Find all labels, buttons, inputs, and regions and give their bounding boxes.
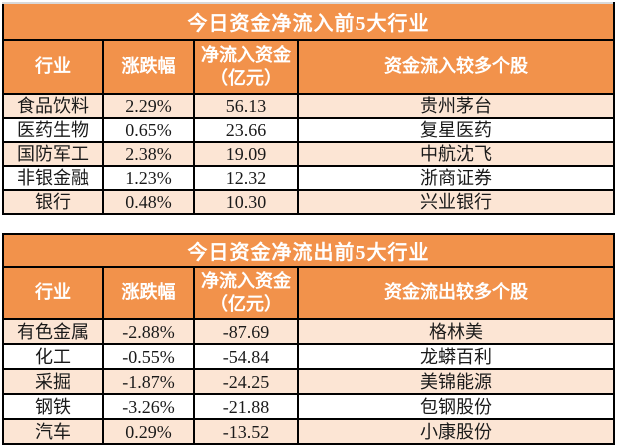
column-header-net-flow: 净流入资金 （亿元） — [193, 39, 299, 95]
stock-cell: 格林美 — [297, 318, 615, 345]
net-flow-cell: -54.84 — [193, 343, 299, 370]
net-flow-cell: 10.30 — [193, 189, 299, 215]
inflow-header-row: 行业 涨跌幅 净流入资金 （亿元） 资金流入较多个股 — [2, 39, 615, 95]
industry-cell: 非银金融 — [2, 165, 104, 191]
table-row: 采掘 -1.87% -24.25 美锦能源 — [2, 368, 615, 395]
net-flow-cell: -87.69 — [193, 318, 299, 345]
industry-cell: 有色金属 — [2, 318, 104, 345]
change-pct-cell: -0.55% — [102, 343, 195, 370]
table-row: 非银金融 1.23% 12.32 浙商证券 — [2, 165, 615, 191]
change-pct-cell: 0.48% — [102, 189, 195, 215]
change-pct-cell: 0.29% — [102, 418, 195, 445]
outflow-header-row: 行业 涨跌幅 净流入资金 （亿元） 资金流出较多个股 — [2, 266, 615, 320]
table-row: 钢铁 -3.26% -21.88 包钢股份 — [2, 393, 615, 420]
industry-cell: 化工 — [2, 343, 104, 370]
industry-cell: 银行 — [2, 189, 104, 215]
net-flow-cell: 23.66 — [193, 117, 299, 143]
net-flow-cell: -21.88 — [193, 393, 299, 420]
industry-cell: 汽车 — [2, 418, 104, 445]
stock-cell: 浙商证券 — [297, 165, 615, 191]
stock-cell: 包钢股份 — [297, 393, 615, 420]
column-header-top-stocks: 资金流入较多个股 — [297, 39, 615, 95]
stock-cell: 复星医药 — [297, 117, 615, 143]
column-header-industry: 行业 — [2, 39, 104, 95]
outflow-table-title: 今日资金净流出前5大行业 — [2, 233, 615, 268]
inflow-title-row: 今日资金净流入前5大行业 — [2, 2, 615, 41]
table-row: 有色金属 -2.88% -87.69 格林美 — [2, 318, 615, 345]
industry-cell: 采掘 — [2, 368, 104, 395]
table-row: 食品饮料 2.29% 56.13 贵州茅台 — [2, 93, 615, 119]
column-header-top-stocks: 资金流出较多个股 — [297, 266, 615, 320]
outflow-table-body: 有色金属 -2.88% -87.69 格林美 化工 -0.55% -54.84 龙蟒百利 采掘 -… — [2, 318, 615, 445]
net-flow-cell: 12.32 — [193, 165, 299, 191]
table-row: 医药生物 0.65% 23.66 复星医药 — [2, 117, 615, 143]
stock-cell: 中航沈飞 — [297, 141, 615, 167]
stock-cell: 龙蟒百利 — [297, 343, 615, 370]
change-pct-cell: -3.26% — [102, 393, 195, 420]
change-pct-cell: 2.38% — [102, 141, 195, 167]
stock-cell: 兴业银行 — [297, 189, 615, 215]
inflow-table-title: 今日资金净流入前5大行业 — [2, 2, 615, 41]
inflow-table-body: 食品饮料 2.29% 56.13 贵州茅台 医药生物 0.65% 23.66 复星医药 国防军工… — [2, 93, 615, 215]
column-header-industry: 行业 — [2, 266, 104, 320]
change-pct-cell: -1.87% — [102, 368, 195, 395]
change-pct-cell: 1.23% — [102, 165, 195, 191]
column-header-change: 涨跌幅 — [102, 39, 195, 95]
column-header-change: 涨跌幅 — [102, 266, 195, 320]
net-flow-cell: 19.09 — [193, 141, 299, 167]
change-pct-cell: -2.88% — [102, 318, 195, 345]
industry-cell: 国防军工 — [2, 141, 104, 167]
table-row: 化工 -0.55% -54.84 龙蟒百利 — [2, 343, 615, 370]
industry-cell: 医药生物 — [2, 117, 104, 143]
table-row: 银行 0.48% 10.30 兴业银行 — [2, 189, 615, 215]
net-flow-cell: -13.52 — [193, 418, 299, 445]
column-header-net-flow: 净流入资金 （亿元） — [193, 266, 299, 320]
net-flow-cell: -24.25 — [193, 368, 299, 395]
net-flow-cell: 56.13 — [193, 93, 299, 119]
table-row: 汽车 0.29% -13.52 小康股份 — [2, 418, 615, 445]
industry-cell: 钢铁 — [2, 393, 104, 420]
inflow-table: 今日资金净流入前5大行业 行业 涨跌幅 净流入资金 （亿元） 资金流入较多个股 … — [2, 2, 615, 215]
outflow-table: 今日资金净流出前5大行业 行业 涨跌幅 净流入资金 （亿元） 资金流出较多个股 … — [2, 233, 615, 445]
stock-cell: 美锦能源 — [297, 368, 615, 395]
change-pct-cell: 0.65% — [102, 117, 195, 143]
stock-cell: 贵州茅台 — [297, 93, 615, 119]
change-pct-cell: 2.29% — [102, 93, 195, 119]
outflow-title-row: 今日资金净流出前5大行业 — [2, 233, 615, 268]
industry-cell: 食品饮料 — [2, 93, 104, 119]
stock-cell: 小康股份 — [297, 418, 615, 445]
table-row: 国防军工 2.38% 19.09 中航沈飞 — [2, 141, 615, 167]
